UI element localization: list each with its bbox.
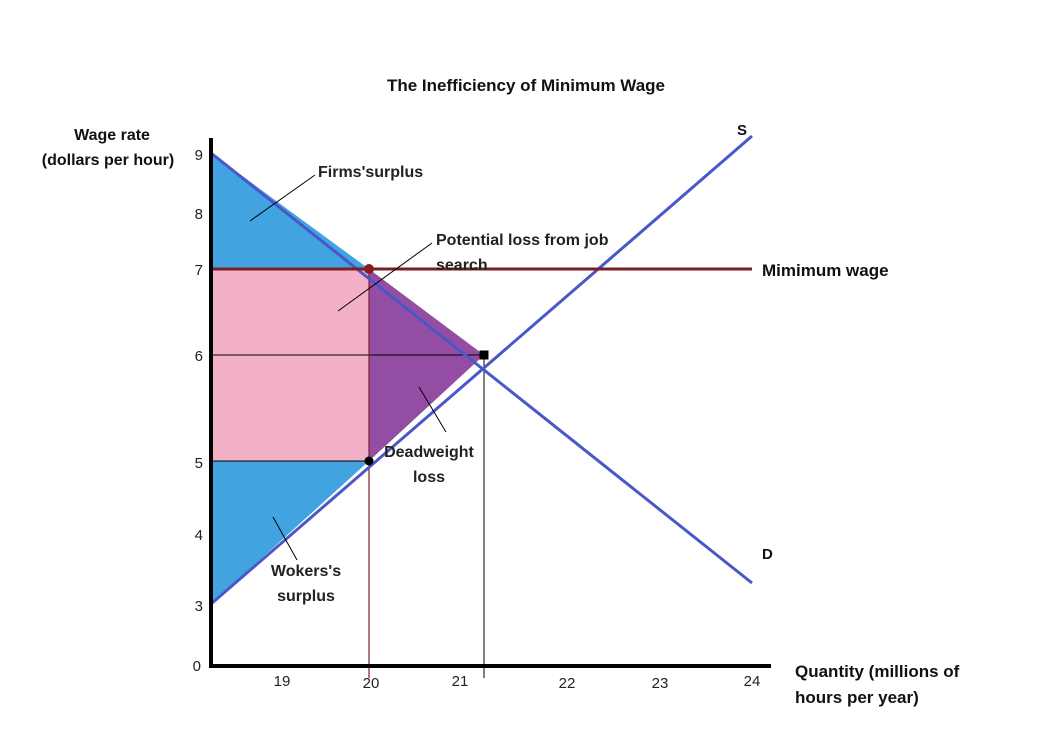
x-axis-label-line1: Quantity (millions of (795, 662, 960, 681)
supply-point (364, 456, 374, 466)
workers-surplus-leader (272, 516, 298, 561)
min-wage-point (364, 264, 374, 274)
deadweight-loss-region (369, 269, 484, 461)
firms-surplus-leader (249, 174, 316, 222)
supply-label: S (737, 122, 747, 139)
y-axis-label-line2: (dollars per hour) (42, 152, 174, 169)
potential-loss-region (211, 269, 369, 461)
y-tick-label: 8 (195, 206, 203, 223)
demand-curve (210, 151, 753, 585)
y-tick-label: 6 (195, 348, 203, 365)
y-tick-label: 0 (193, 658, 201, 675)
firms-surplus-label: Firms'surplus (318, 164, 423, 181)
deadweight-leader (418, 386, 447, 433)
firms-surplus-region (211, 153, 369, 269)
minimum-wage-label: Mimimum wage (762, 261, 889, 280)
supply-curve (210, 134, 753, 606)
x-tick-label: 20 (363, 675, 380, 692)
demand-label: D (762, 546, 773, 563)
y-tick-label: 9 (195, 147, 203, 164)
y-tick-label: 7 (195, 262, 203, 279)
potential-loss-leader (337, 242, 433, 312)
y-axis-label-line1: Wage rate (74, 127, 150, 144)
deadweight-loss-label-line2: loss (413, 469, 445, 486)
equilibrium-point (479, 350, 489, 360)
x-tick-label: 23 (652, 675, 669, 692)
y-tick-label: 3 (195, 598, 203, 615)
potential-loss-label-line2: search (436, 257, 488, 274)
deadweight-loss-label-line1: Deadweight (384, 444, 474, 461)
potential-loss-label-line1: Potential loss from job (436, 232, 609, 249)
chart-title: The Inefficiency of Minimum Wage (387, 76, 665, 95)
x-tick-label: 19 (274, 673, 291, 690)
x-tick-label: 24 (744, 673, 761, 690)
x-tick-label: 22 (559, 675, 576, 692)
workers-surplus-label-line2: surplus (277, 588, 335, 605)
x-tick-label: 21 (452, 673, 469, 690)
y-tick-label: 5 (195, 455, 203, 472)
y-tick-label: 4 (195, 527, 203, 544)
x-axis-label-line2: hours per year) (795, 688, 919, 707)
workers-surplus-label-line1: Wokers's (271, 563, 341, 580)
